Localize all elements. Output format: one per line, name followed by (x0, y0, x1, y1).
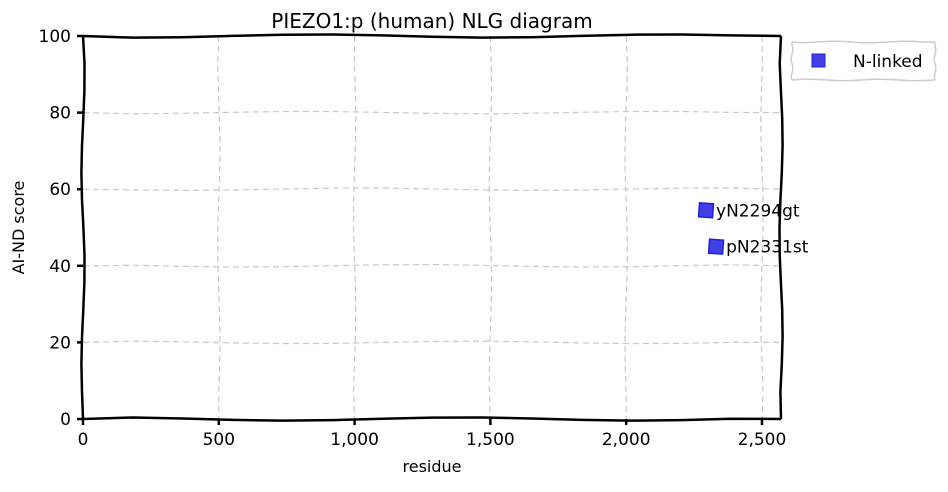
x-tick-label: 1,000 (330, 430, 379, 450)
x-tick-label: 2,500 (738, 430, 787, 450)
x-gridline (352, 35, 357, 420)
x-gridline (217, 35, 221, 420)
x-tick-label: 2,000 (602, 430, 651, 450)
x-tick-label: 0 (78, 430, 89, 450)
y-tick-label: 100 (39, 27, 71, 47)
point-label: yN2294gt (716, 201, 800, 221)
legend-marker-square (811, 53, 826, 68)
data-points: yN2294gt pN2331st (697, 201, 809, 258)
y-tick-label: 0 (60, 410, 71, 430)
point-label: pN2331st (726, 238, 809, 258)
data-point (707, 238, 725, 255)
y-gridline (82, 263, 782, 268)
y-tick-label: 40 (49, 257, 71, 277)
x-gridline (624, 35, 629, 420)
legend-label: N-linked (853, 52, 923, 72)
chart-title: PIEZO1:p (human) NLG diagram (271, 9, 592, 33)
y-tick-label: 80 (49, 104, 71, 124)
x-gridline (488, 35, 493, 420)
x-tick-label: 1,500 (466, 430, 515, 450)
y-axis-label: AI-ND score (9, 181, 28, 275)
x-axis-label: residue (403, 457, 462, 476)
axis-ticks: 0 500 1,000 1,500 2,000 2,500 0 20 40 60 80 100 (39, 27, 787, 450)
legend: N-linked (790, 40, 937, 82)
y-gridline (82, 110, 782, 115)
y-gridline (82, 187, 782, 192)
grid (82, 35, 782, 420)
x-tick-label: 500 (203, 430, 235, 450)
y-tick-label: 20 (49, 333, 71, 353)
y-gridline (82, 340, 781, 345)
x-gridline (760, 35, 764, 420)
y-tick-label: 60 (49, 180, 71, 200)
legend-box (790, 40, 937, 82)
plot-frame (80, 33, 784, 422)
data-point (697, 201, 715, 219)
